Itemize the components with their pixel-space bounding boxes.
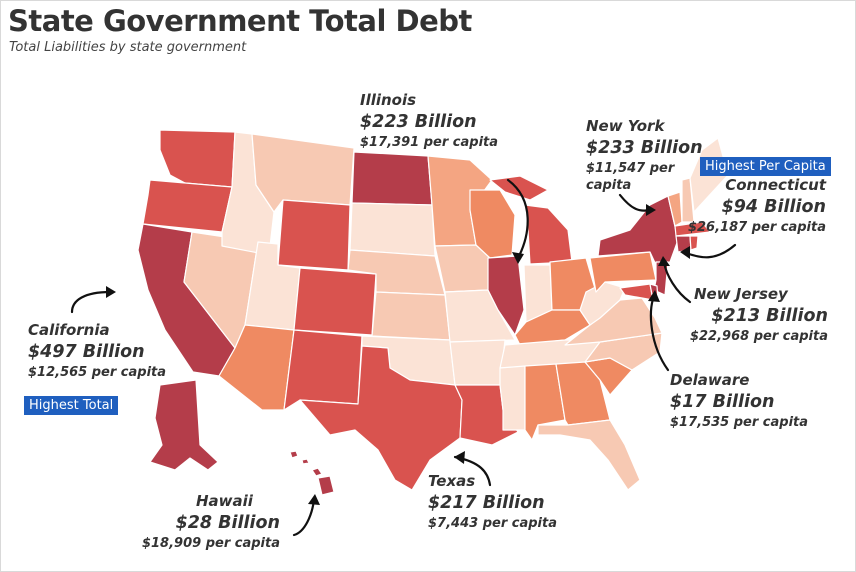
callout-new-york: New York $233 Billion $11,547 per capita: [586, 117, 703, 194]
callout-new-jersey-per-capita: $22,968 per capita: [689, 329, 828, 345]
callout-new-jersey-amount: $213 Billion: [711, 306, 828, 327]
callout-new-jersey: New Jersey $213 Billion $22,968 per capi…: [672, 285, 828, 345]
arrowhead-texas: [454, 451, 465, 464]
callout-connecticut: Connecticut $94 Billion $26,187 per capi…: [664, 176, 826, 236]
state-ri: [689, 235, 699, 251]
arrowhead-california: [106, 286, 116, 298]
callout-delaware-amount: $17 Billion: [670, 392, 775, 413]
callout-texas: Texas $217 Billion $7,443 per capita: [428, 472, 557, 532]
state-fl: [537, 419, 641, 491]
state-hi-2: [301, 458, 310, 465]
state-ny: [597, 195, 679, 266]
arrowhead-connecticut: [680, 246, 690, 259]
state-mo: [444, 289, 516, 343]
badge-highest-per-capita: Highest Per Capita: [700, 157, 831, 176]
callout-illinois-amount: $223 Billion: [360, 112, 477, 133]
state-ks: [371, 291, 451, 341]
arrow-illinois: [506, 178, 529, 260]
badge-highest-total: Highest Total: [24, 396, 119, 415]
callout-new-york-per-capita-line2: capita: [586, 178, 632, 194]
callout-texas-per-capita: $7,443 per capita: [428, 516, 557, 532]
arrowhead-new-york: [646, 204, 656, 216]
arrowhead-hawaii: [308, 494, 320, 505]
callout-connecticut-amount: $94 Billion: [721, 197, 826, 218]
state-mt: [251, 133, 355, 213]
page-title: State Government Total Debt: [8, 4, 472, 38]
state-ak: [149, 379, 219, 471]
callout-new-jersey-name: New Jersey: [694, 285, 788, 303]
callout-delaware: Delaware $17 Billion $17,535 per capita: [670, 371, 809, 431]
state-tx: [299, 345, 463, 491]
state-ms: [499, 365, 526, 431]
callout-hawaii-amount: $28 Billion: [175, 513, 280, 534]
state-mi: [524, 204, 573, 265]
arrowhead-delaware: [648, 290, 660, 302]
state-wv: [579, 281, 626, 326]
callout-delaware-name: Delaware: [670, 371, 750, 389]
state-wi: [469, 189, 516, 259]
arrowhead-illinois: [512, 252, 524, 264]
state-wa: [159, 129, 236, 188]
callout-california-name: California: [28, 321, 110, 339]
state-hi-3: [311, 467, 323, 477]
arrowhead-new-jersey: [658, 256, 670, 266]
callout-hawaii-per-capita: $18,909 per capita: [141, 536, 280, 552]
state-ia: [434, 244, 491, 293]
state-nd: [351, 151, 433, 206]
state-or: [142, 179, 233, 233]
state-ma: [674, 221, 711, 237]
state-nm: [283, 329, 363, 411]
page-subtitle: Total Liabilities by state government: [9, 40, 247, 55]
state-hi-1: [289, 450, 299, 459]
callout-illinois-per-capita: $17,391 per capita: [360, 135, 499, 151]
callout-new-york-name: New York: [586, 117, 665, 135]
callout-hawaii-name: Hawaii: [196, 492, 253, 510]
state-hi-4: [317, 475, 335, 496]
callout-illinois-name: Illinois: [360, 91, 417, 109]
callout-texas-amount: $217 Billion: [428, 493, 545, 514]
callout-new-york-amount: $233 Billion: [586, 138, 703, 159]
state-mi-up: [489, 175, 549, 201]
state-co: [293, 267, 377, 336]
state-ar: [449, 339, 506, 386]
arrow-california: [70, 290, 112, 314]
state-md: [619, 283, 654, 301]
arrow-new-york: [618, 193, 652, 212]
callout-connecticut-name: Connecticut: [725, 176, 826, 194]
state-wy: [277, 199, 351, 271]
callout-new-york-per-capita-line1: $11,547 per: [586, 161, 675, 177]
callout-california-amount: $497 Billion: [28, 342, 145, 363]
callout-delaware-per-capita: $17,535 per capita: [670, 415, 809, 431]
callout-california: California $497 Billion $12,565 per capi…: [28, 321, 167, 381]
state-va: [564, 297, 663, 346]
state-sd: [349, 202, 436, 257]
callout-california-per-capita: $12,565 per capita: [28, 365, 167, 381]
callout-illinois: Illinois $223 Billion $17,391 per capita: [360, 91, 499, 151]
arrow-hawaii: [292, 498, 316, 537]
callout-connecticut-per-capita: $26,187 per capita: [687, 220, 826, 236]
callout-hawaii: Hawaii $28 Billion $18,909 per capita: [140, 492, 280, 552]
callout-texas-name: Texas: [428, 472, 476, 490]
